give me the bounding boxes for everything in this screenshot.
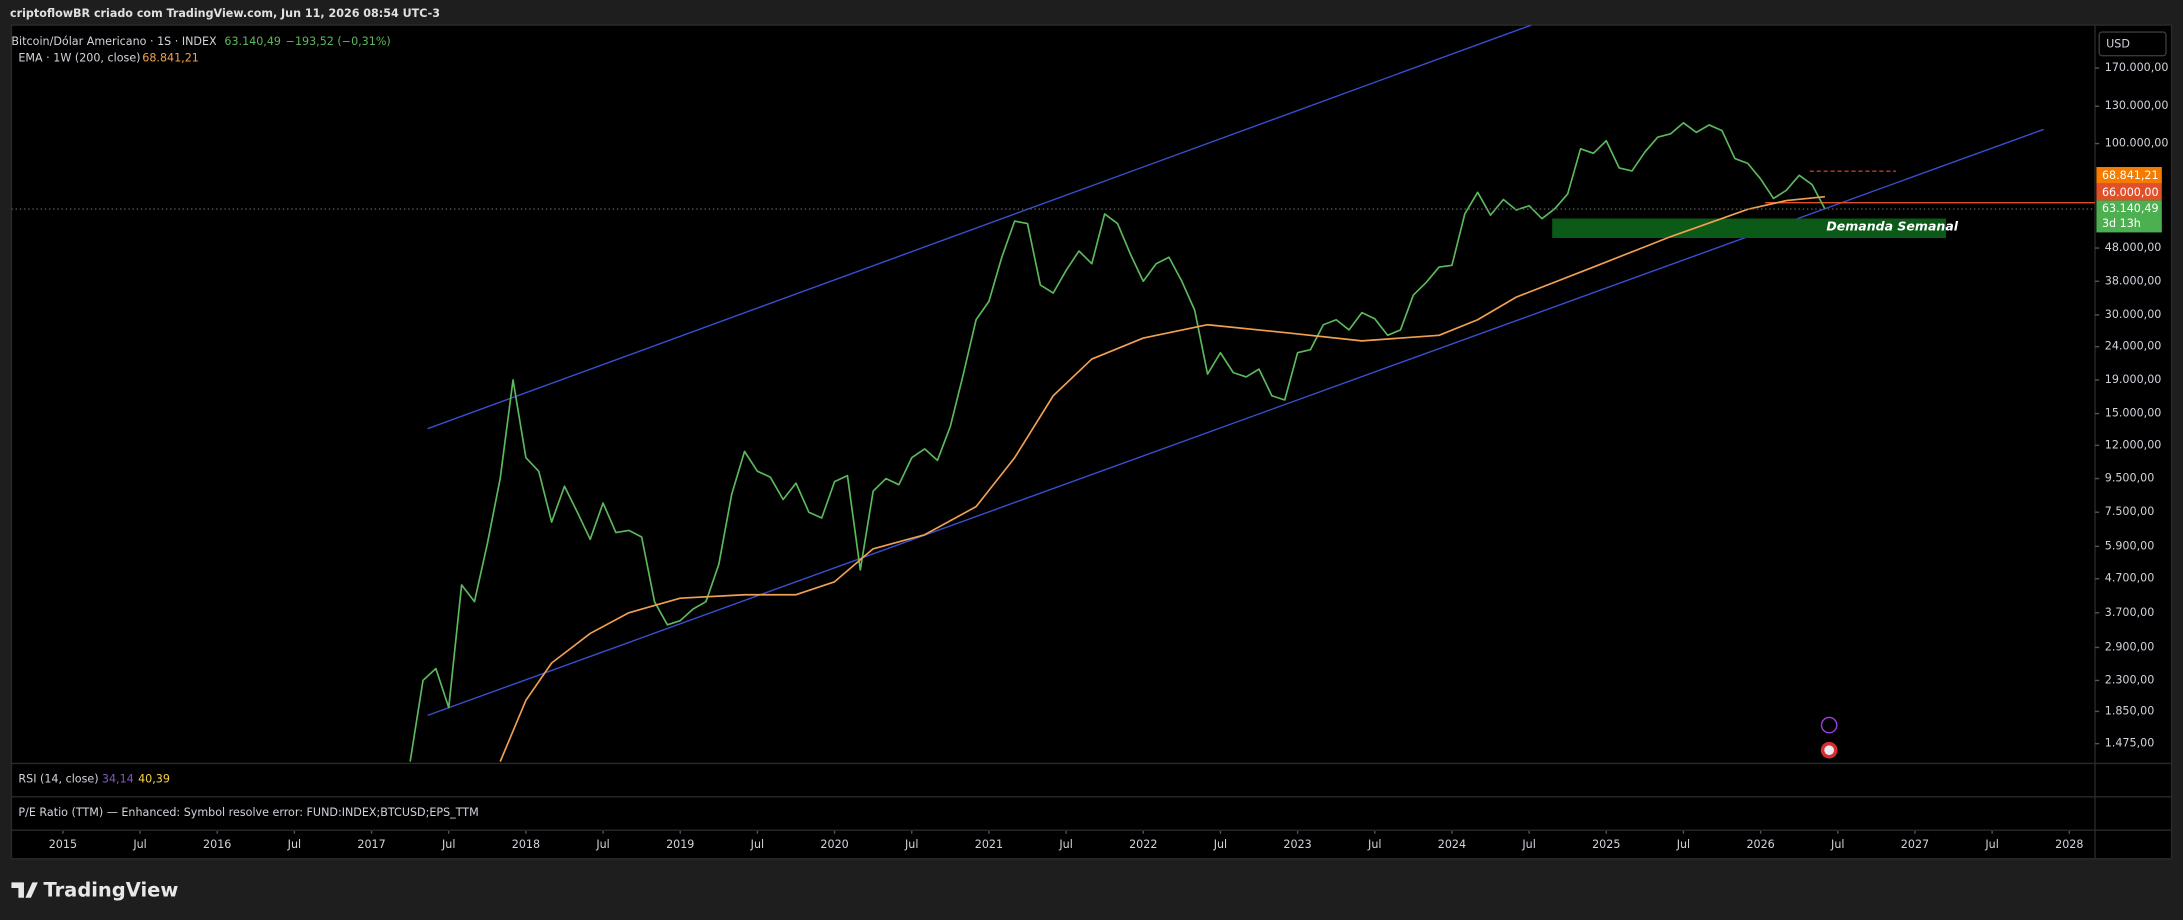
y-tick-label: 1.475,00 <box>2105 737 2155 750</box>
x-tick-label: Jul <box>1830 838 1844 851</box>
x-tick-label: Jul <box>595 838 609 851</box>
y-tick-label: 4.700,00 <box>2105 572 2155 585</box>
y-tick-label: 9.500,00 <box>2105 472 2155 485</box>
x-tick-label: Jul <box>1676 838 1690 851</box>
x-tick-label: 2020 <box>820 838 848 851</box>
y-tick-label: 30.000,00 <box>2105 308 2162 321</box>
y-tick-label: 2.900,00 <box>2105 640 2155 653</box>
x-tick-label: 2025 <box>1592 838 1620 851</box>
last-value: 68.841,21 <box>142 51 199 64</box>
x-tick-label: Jul <box>1058 838 1072 851</box>
x-tick-label: Jul <box>1984 838 1998 851</box>
change: −193,52 (−0,31%) <box>286 35 391 48</box>
x-tick-label: Jul <box>750 838 764 851</box>
logo-mark <box>11 882 38 898</box>
y-tick-label: 1.850,00 <box>2105 704 2155 717</box>
x-tick-label: Jul <box>132 838 146 851</box>
x-tick-label: 2015 <box>49 838 77 851</box>
x-tick-label: Jul <box>904 838 918 851</box>
badge <box>2096 167 2162 184</box>
x-tick-label: 2019 <box>666 838 694 851</box>
y-tick-label: 100.000,00 <box>2105 137 2169 150</box>
event-icon[interactable] <box>1820 716 1838 734</box>
top-bar: criptoflowBR criado com TradingView.com,… <box>10 7 440 20</box>
badge <box>2096 183 2162 201</box>
x-tick-label: 2022 <box>1129 838 1157 851</box>
series-name: Bitcoin/Dólar Americano · 1S · INDEX <box>11 35 217 48</box>
currency-button[interactable] <box>2098 31 2167 57</box>
channel-upper <box>427 25 1532 430</box>
x-tick-label: 2018 <box>512 838 540 851</box>
x-tick-label: 2024 <box>1438 838 1466 851</box>
badge <box>2096 200 2162 233</box>
y-tick-label: 7.500,00 <box>2105 505 2155 518</box>
x-tick-label: Jul <box>1521 838 1535 851</box>
x-tick-label: 2028 <box>2055 838 2083 851</box>
x-tick-label: Jul <box>1367 838 1381 851</box>
y-tick-label: 12.000,00 <box>2105 438 2162 451</box>
badge-label: 66.000,00 <box>2102 186 2159 199</box>
y-tick-label: 38.000,00 <box>2105 274 2162 287</box>
x-tick-label: 2017 <box>357 838 385 851</box>
rsi-ma: 40,39 <box>138 772 170 785</box>
y-tick-label: 3.700,00 <box>2105 606 2155 619</box>
series-name: EMA · 1W (200, close) <box>18 51 140 64</box>
badge-label: 68.841,21 <box>2102 169 2159 182</box>
x-tick-label: 2021 <box>975 838 1003 851</box>
x-tick-label: 2016 <box>203 838 231 851</box>
x-tick-label: Jul <box>1213 838 1227 851</box>
last-value: 63.140,49 <box>224 35 281 48</box>
demand-zone <box>1552 218 1947 239</box>
annotation: Demanda Semanal <box>1826 218 1958 233</box>
logo: TradingView <box>11 878 178 901</box>
x-tick-label: 2027 <box>1901 838 1929 851</box>
rsi-title: RSI (14, close) <box>18 772 98 785</box>
x-tick-label: 2026 <box>1746 838 1774 851</box>
y-tick-label: 5.900,00 <box>2105 539 2155 552</box>
event-icon-inner <box>1824 745 1835 756</box>
logo-text: TradingView <box>43 878 178 901</box>
plot <box>11 121 2096 762</box>
pe-title: P/E Ratio (TTM) — Enhanced: Symbol resol… <box>18 806 478 819</box>
series-line <box>409 121 1826 762</box>
rsi-value: 34,14 <box>102 772 134 785</box>
y-tick-label: 170.000,00 <box>2105 61 2169 74</box>
y-tick-label: 15.000,00 <box>2105 407 2162 420</box>
currency[interactable]: USD <box>2106 38 2130 51</box>
y-tick-label: 130.000,00 <box>2105 99 2169 112</box>
x-tick-label: 2023 <box>1283 838 1311 851</box>
badge-label: 63.140,49 <box>2102 202 2159 215</box>
y-tick-label: 19.000,00 <box>2105 373 2162 386</box>
x-tick-label: Jul <box>287 838 301 851</box>
y-tick-label: 48.000,00 <box>2105 241 2162 254</box>
countdown: 3d 13h <box>2102 217 2141 230</box>
x-tick-label: Jul <box>441 838 455 851</box>
y-tick-label: 24.000,00 <box>2105 340 2162 353</box>
series-line <box>499 195 1825 762</box>
chart-frame <box>10 24 2173 860</box>
y-tick-label: 2.300,00 <box>2105 673 2155 686</box>
